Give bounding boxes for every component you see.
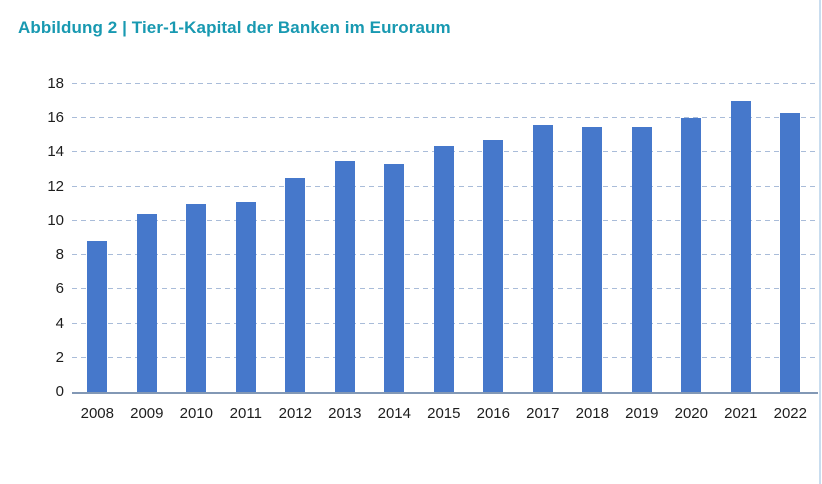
y-tick-label-8: 8 [55, 246, 64, 264]
bar-2012 [285, 178, 306, 392]
y-tick-label-14: 14 [47, 143, 64, 161]
bar-2020 [681, 118, 702, 392]
bar-2019 [631, 126, 652, 392]
bar-2010 [186, 203, 207, 392]
plot-area [72, 83, 818, 392]
y-tick-label-10: 10 [47, 211, 64, 229]
x-tick-label-2018: 2018 [575, 405, 609, 422]
y-tick-label-2: 2 [55, 348, 64, 366]
x-tick-label-2022: 2022 [773, 405, 807, 422]
y-tick-label-0: 0 [55, 383, 64, 400]
bar-2009 [136, 214, 157, 392]
bar-2011 [235, 202, 256, 392]
x-axis-tick-labels: 2008 2009 2010 2011 2012 2013 2014 2015 2016 2017… [72, 405, 818, 425]
gridline-y-16 [72, 117, 818, 119]
gridline-y-18 [72, 83, 818, 84]
x-tick-label-2011: 2011 [229, 405, 262, 422]
x-tick-label-2017: 2017 [526, 405, 560, 422]
bar-2008 [87, 241, 108, 392]
bar-2018 [582, 126, 603, 392]
x-tick-label-2009: 2009 [130, 405, 164, 422]
x-tick-label-2021: 2021 [724, 405, 758, 422]
bar-2022 [780, 113, 801, 392]
y-tick-label-12: 12 [47, 177, 64, 195]
x-tick-label-2020: 2020 [674, 405, 708, 422]
x-tick-label-2012: 2012 [278, 405, 312, 422]
bar-2016 [483, 140, 504, 392]
bar-2017 [532, 125, 553, 392]
x-tick-label-2014: 2014 [377, 405, 411, 422]
x-tick-label-2019: 2019 [625, 405, 659, 422]
x-tick-label-2015: 2015 [427, 405, 461, 422]
figure-title: Abbildung 2 | Tier-1-Kapital der Banken … [18, 18, 451, 37]
y-tick-label-18: 18 [47, 75, 64, 92]
x-axis-line [72, 392, 818, 394]
y-tick-label-6: 6 [55, 280, 64, 298]
x-tick-label-2016: 2016 [476, 405, 510, 422]
x-tick-label-2013: 2013 [328, 405, 362, 422]
bar-2021 [730, 101, 751, 392]
y-tick-label-4: 4 [55, 314, 64, 332]
y-tick-label-16: 16 [47, 109, 64, 127]
page-right-border [819, 0, 821, 484]
x-tick-label-2008: 2008 [80, 405, 114, 422]
bar-2015 [433, 145, 454, 392]
y-axis-tick-labels: 0 2 4 6 8 10 12 14 16 18 [18, 75, 64, 400]
x-tick-label-2010: 2010 [179, 405, 213, 422]
bar-2013 [334, 161, 355, 392]
bar-2014 [384, 164, 405, 392]
